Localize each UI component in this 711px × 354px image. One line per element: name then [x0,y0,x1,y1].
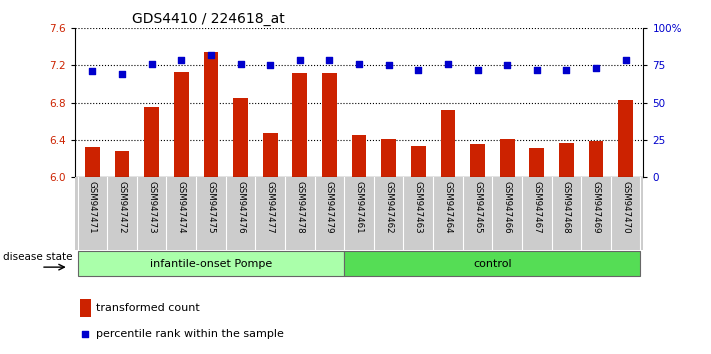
Point [117,72,128,77]
Bar [114,151,129,177]
Point [80,331,91,336]
Text: GSM947478: GSM947478 [295,181,304,233]
Point [442,61,454,67]
Bar [619,100,633,177]
Point [146,61,157,67]
Text: GSM947462: GSM947462 [384,181,393,233]
Point [472,67,483,73]
Point [383,63,395,68]
Point [87,69,98,74]
Text: GSM947463: GSM947463 [414,181,423,233]
Text: GSM947465: GSM947465 [473,181,482,233]
Bar [589,141,604,177]
Point [205,52,217,58]
Text: infantile-onset Pompe: infantile-onset Pompe [150,259,272,269]
Bar [77,251,344,276]
Point [412,67,424,73]
Point [531,67,542,73]
Text: GSM947476: GSM947476 [236,181,245,233]
Text: GSM947473: GSM947473 [147,181,156,233]
Bar [500,139,515,177]
Bar [85,147,100,177]
Text: control: control [473,259,512,269]
Point [501,63,513,68]
Point [324,57,335,62]
Text: GSM947474: GSM947474 [177,181,186,233]
Bar [233,98,248,177]
Text: GSM947479: GSM947479 [325,181,334,233]
Text: GSM947470: GSM947470 [621,181,630,233]
Bar [80,299,90,317]
Bar [263,133,277,177]
Bar [411,146,426,177]
Text: transformed count: transformed count [96,303,200,313]
Point [235,61,246,67]
Bar [441,110,455,177]
Point [561,67,572,73]
Point [353,61,365,67]
Text: GDS4410 / 224618_at: GDS4410 / 224618_at [132,12,284,26]
Text: GSM947472: GSM947472 [117,181,127,233]
Point [294,57,306,62]
Bar [203,52,218,177]
Text: GSM947469: GSM947469 [592,181,601,233]
Text: GSM947467: GSM947467 [533,181,541,233]
Bar [322,73,337,177]
Text: GSM947475: GSM947475 [206,181,215,233]
Text: disease state: disease state [3,252,72,263]
Point [590,65,602,71]
Point [264,63,276,68]
Text: GSM947466: GSM947466 [503,181,512,233]
Bar [470,144,485,177]
Point [176,57,187,62]
Bar [559,143,574,177]
Bar [530,148,544,177]
Bar [144,107,159,177]
Text: GSM947461: GSM947461 [355,181,363,233]
Point [620,57,631,62]
Text: GSM947468: GSM947468 [562,181,571,233]
Text: GSM947464: GSM947464 [444,181,452,233]
Text: GSM947477: GSM947477 [266,181,274,233]
Bar [352,135,366,177]
Bar [344,251,641,276]
Bar [292,73,307,177]
Bar [381,139,396,177]
Bar [174,72,188,177]
Text: GSM947471: GSM947471 [88,181,97,233]
Text: percentile rank within the sample: percentile rank within the sample [96,329,284,339]
